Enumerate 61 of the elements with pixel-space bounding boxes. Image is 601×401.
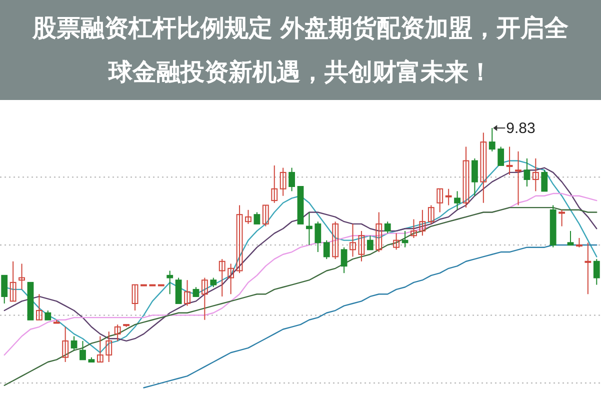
candlestick [175,277,182,304]
candlestick [472,158,478,196]
candlestick [166,270,174,295]
candlestick [358,230,365,262]
candlestick [245,209,252,224]
candlestick [44,310,52,320]
candlestick [70,336,78,351]
candlestick [288,167,295,192]
candlestick [201,277,208,320]
candlestick [332,221,339,260]
chart-title: 股票融资杠杆比例规定 外盘期货配资加盟，开启全球金融投资新机遇，共创财富未来！ [31,13,570,88]
candlestick [323,240,330,260]
candlestick [558,209,566,227]
candlestick [410,218,417,238]
candlestick [576,237,582,248]
candlestick [419,209,426,236]
candlestick [218,258,226,297]
candlestick [567,230,574,246]
candlestick [1,274,8,304]
candlestick [10,260,16,302]
candlestick [532,158,539,192]
candlestick [132,284,138,312]
candlestick [350,223,356,258]
candlestick [106,331,112,362]
candlestick [462,146,470,208]
candlestick [393,232,400,250]
candlestick [488,128,496,152]
candlestick [524,158,530,187]
candlestick [280,167,286,196]
candlestick [96,336,104,362]
candlestick [593,258,600,286]
candlestick [192,286,200,297]
candlestick [271,164,278,204]
candlestick [18,263,25,290]
candlestick [306,212,312,246]
candlestick [236,204,243,274]
candlestick [366,235,374,250]
candlestick [541,170,548,192]
candlestick [506,146,513,176]
candlestick [584,242,592,295]
candlestick [454,190,460,210]
candlestick [80,340,86,360]
candlestick [445,188,452,206]
candlestick [210,277,217,288]
candlestick [340,246,348,274]
candlestick [114,324,121,342]
candlestick [62,326,69,362]
annotation: 9.83 [506,120,536,137]
candlestick [254,212,260,224]
candlestick [498,146,504,166]
candlestick [480,132,487,204]
candlestick [436,188,444,213]
candlestick [428,204,434,224]
candlestick [36,294,42,320]
candlestick [228,263,234,295]
candlestick [376,212,382,253]
candlestick [262,204,269,227]
candlestick [515,150,522,206]
candlestick [184,280,190,306]
candlestick [384,221,391,234]
candlestick [314,221,322,253]
